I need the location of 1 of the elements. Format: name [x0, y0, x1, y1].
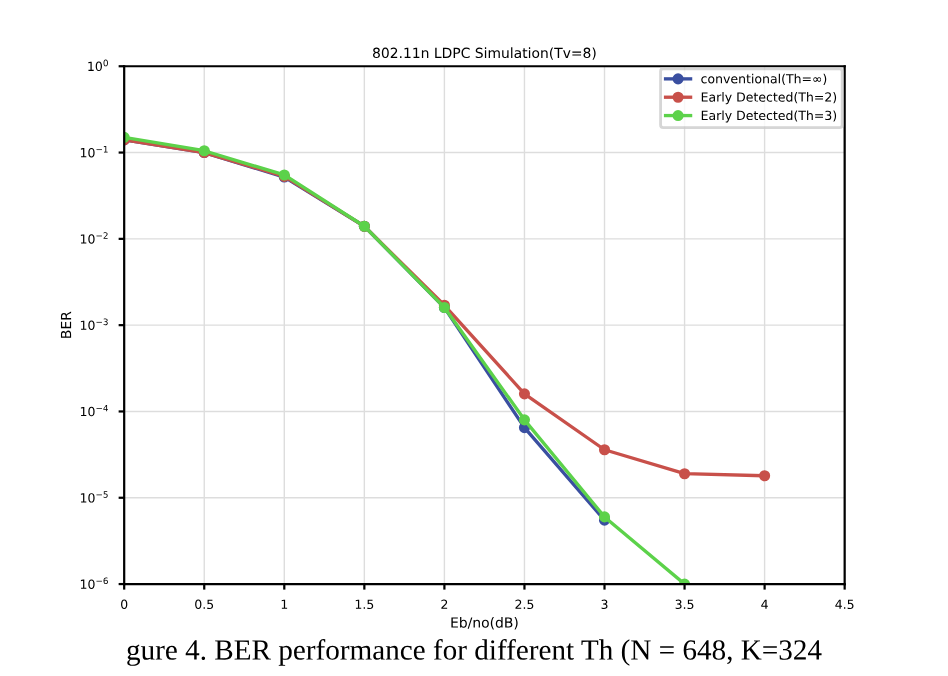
text: gure 4. BER performance for different Th (N = 648, K=324 — [127, 639, 822, 666]
